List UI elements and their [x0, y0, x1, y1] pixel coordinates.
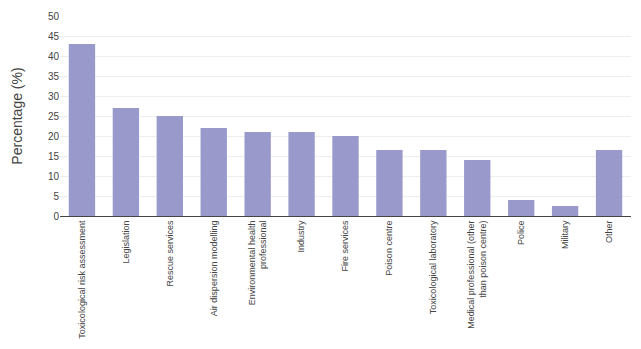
svg-text:5: 5 [53, 191, 59, 202]
svg-text:15: 15 [48, 151, 60, 162]
svg-text:20: 20 [48, 131, 60, 142]
svg-text:Other: Other [604, 221, 614, 244]
svg-text:40: 40 [48, 51, 60, 62]
svg-text:Poison centre: Poison centre [384, 221, 394, 276]
svg-text:25: 25 [48, 111, 60, 122]
svg-text:45: 45 [48, 31, 60, 42]
svg-text:Rescue services: Rescue services [165, 220, 175, 287]
svg-text:10: 10 [48, 171, 60, 182]
svg-text:Air dispersion modelling: Air dispersion modelling [209, 221, 219, 317]
svg-text:Medical professional (othertha: Medical professional (otherthan poison c… [466, 221, 488, 329]
svg-text:Percentage (%): Percentage (%) [9, 67, 25, 164]
svg-text:Toxicological risk assessment: Toxicological risk assessment [77, 220, 87, 339]
svg-text:Legislation: Legislation [121, 221, 131, 264]
svg-text:Industry: Industry [297, 220, 307, 253]
svg-text:35: 35 [48, 71, 60, 82]
svg-text:Police: Police [516, 221, 526, 246]
svg-text:Military: Military [560, 220, 570, 249]
svg-text:Toxicological laboratory: Toxicological laboratory [428, 220, 438, 314]
svg-text:50: 50 [48, 11, 60, 22]
svg-text:30: 30 [48, 91, 60, 102]
svg-text:Environmental healthprofession: Environmental healthprofessional [247, 221, 269, 306]
svg-text:0: 0 [53, 211, 59, 222]
svg-text:Fire services: Fire services [340, 220, 350, 272]
